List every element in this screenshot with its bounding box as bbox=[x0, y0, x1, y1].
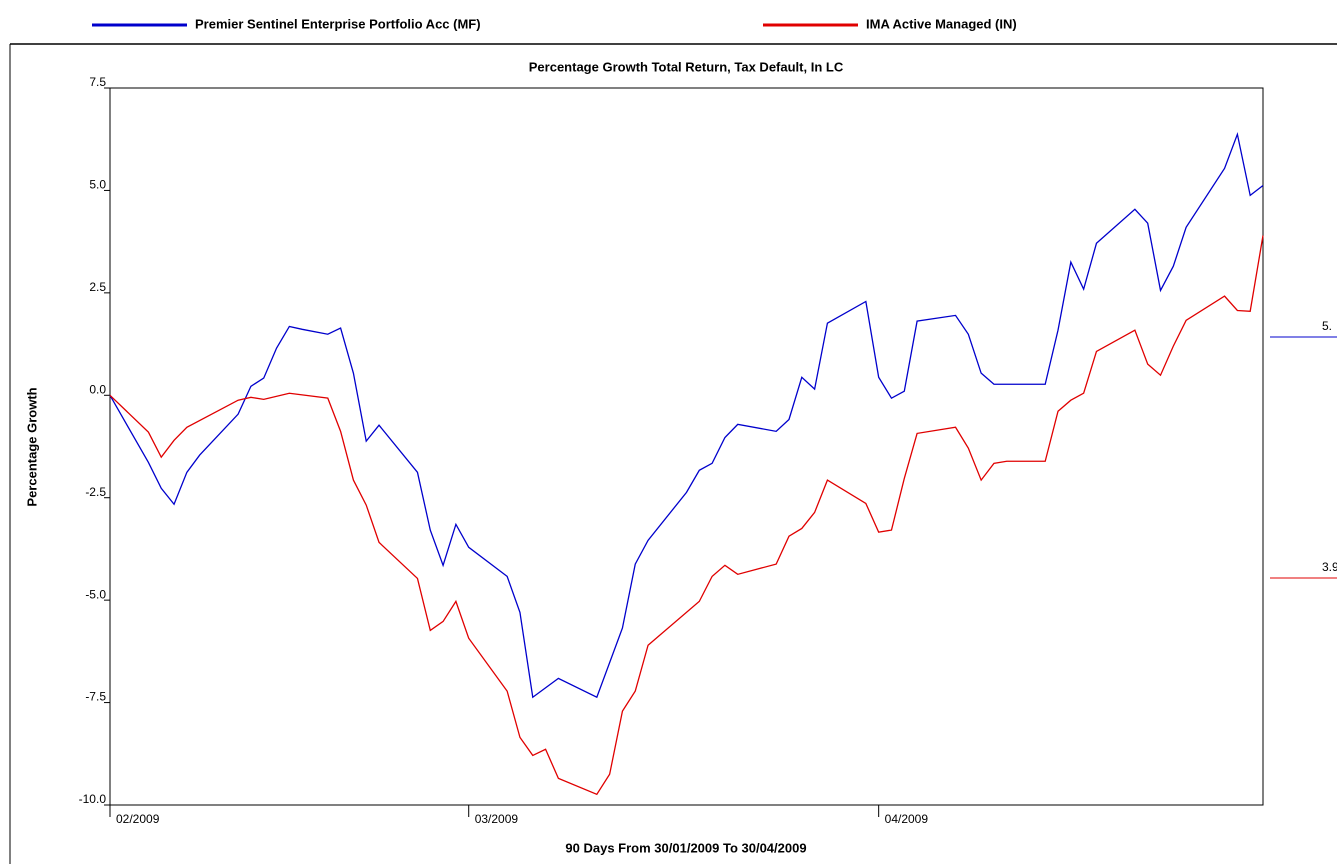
y-tick-label: 0.0 bbox=[89, 382, 106, 396]
y-tick-label: -10.0 bbox=[79, 792, 107, 806]
legend-label: Premier Sentinel Enterprise Portfolio Ac… bbox=[195, 16, 481, 31]
x-tick-label: 02/2009 bbox=[116, 812, 160, 826]
y-tick-label: 5.0 bbox=[89, 178, 106, 192]
y-tick-label: 2.5 bbox=[89, 280, 106, 294]
x-tick-label: 03/2009 bbox=[475, 812, 519, 826]
plot-frame bbox=[109, 87, 1264, 806]
y-tick-label: -5.0 bbox=[85, 587, 106, 601]
x-axis-label: 90 Days From 30/01/2009 To 30/04/2009 bbox=[565, 840, 806, 855]
y-axis-label: Percentage Growth bbox=[24, 387, 39, 506]
end-label: 5. bbox=[1322, 319, 1332, 333]
x-tick-label: 04/2009 bbox=[885, 812, 929, 826]
series-line bbox=[109, 235, 1264, 796]
end-label: 3.9 bbox=[1322, 560, 1337, 574]
series-line bbox=[109, 131, 1264, 699]
y-tick-label: -7.5 bbox=[85, 690, 106, 704]
y-tick-label: -2.5 bbox=[85, 485, 106, 499]
legend-label: IMA Active Managed (IN) bbox=[866, 16, 1017, 31]
y-tick-label: 7.5 bbox=[89, 75, 106, 89]
chart-title: Percentage Growth Total Return, Tax Defa… bbox=[529, 59, 844, 74]
